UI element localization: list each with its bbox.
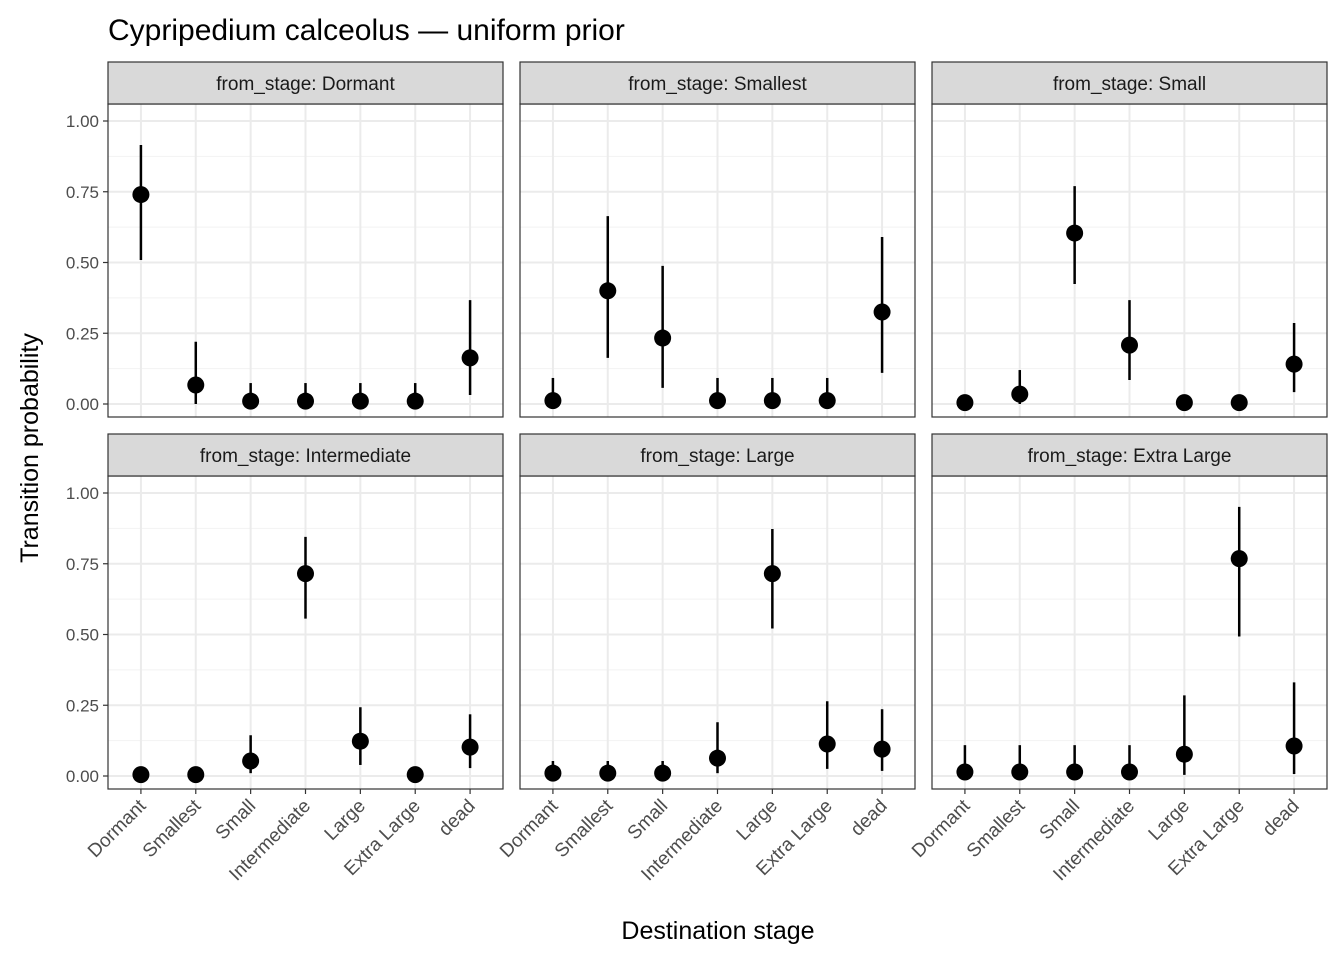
y-tick-label: 0.75 xyxy=(66,555,99,574)
y-axis-label: Transition probability xyxy=(16,333,44,563)
x-tick-label: Smallest xyxy=(551,795,618,862)
data-point xyxy=(1011,385,1029,403)
data-point xyxy=(1121,763,1138,781)
data-point xyxy=(1285,737,1303,755)
strip-label: from_stage: Smallest xyxy=(628,74,807,95)
y-tick-label: 0.00 xyxy=(66,767,99,786)
data-point xyxy=(461,738,479,756)
data-point xyxy=(1066,224,1084,242)
data-point xyxy=(1230,550,1248,568)
data-point xyxy=(461,349,479,367)
x-axis-label: Destination stage xyxy=(621,917,814,945)
data-point xyxy=(242,752,260,770)
facet-panel: from_stage: Smallest xyxy=(519,61,916,418)
x-tick-label: Dormant xyxy=(908,795,975,862)
data-point xyxy=(1175,394,1193,412)
data-point xyxy=(1175,745,1193,763)
data-point xyxy=(763,565,781,583)
data-point xyxy=(351,732,369,750)
data-point xyxy=(1285,355,1303,373)
data-point xyxy=(763,392,781,410)
data-point xyxy=(132,186,150,204)
x-tick-label: Small xyxy=(1036,796,1084,844)
strip-background xyxy=(107,433,504,477)
data-point xyxy=(709,749,726,767)
strip-background xyxy=(519,433,916,477)
data-point xyxy=(406,766,424,784)
data-point xyxy=(873,303,891,321)
y-tick-label: 0.75 xyxy=(66,183,99,202)
strip-label: from_stage: Dormant xyxy=(216,74,395,95)
data-point xyxy=(132,766,150,784)
data-point xyxy=(187,766,205,784)
strip-background xyxy=(931,433,1328,477)
facet-panel: from_stage: Intermediate 0.00 0.25 0.50 0.75… xyxy=(66,433,504,885)
strip-background xyxy=(931,61,1328,105)
x-tick-label: Smallest xyxy=(139,795,206,862)
data-point xyxy=(599,764,617,782)
y-tick-label: 0.00 xyxy=(66,395,99,414)
x-tick-label: dead xyxy=(847,796,892,841)
data-point xyxy=(654,764,672,782)
x-tick-label: Large xyxy=(1145,796,1194,845)
data-point xyxy=(297,392,314,410)
strip-label: from_stage: Large xyxy=(640,446,794,467)
data-point xyxy=(654,329,672,347)
x-tick-label: Dormant xyxy=(496,795,563,862)
data-point xyxy=(709,392,726,410)
strip-label: from_stage: Extra Large xyxy=(1028,446,1232,467)
x-tick-label: dead xyxy=(435,796,480,841)
data-point xyxy=(956,394,974,412)
x-tick-label: Dormant xyxy=(84,795,151,862)
y-tick-label: 0.50 xyxy=(66,626,99,645)
y-tick-label: 1.00 xyxy=(66,484,99,503)
data-point xyxy=(1121,336,1138,354)
data-point xyxy=(544,392,562,410)
facet-panel: from_stage: Dormant 0.00 0.25 0.50 0.75 1.00 xyxy=(66,61,504,418)
y-tick-label: 0.25 xyxy=(66,324,99,343)
data-point xyxy=(242,392,260,410)
x-tick-label: Large xyxy=(733,796,782,845)
data-point xyxy=(873,740,891,758)
data-point xyxy=(1066,763,1084,781)
facet-panel: from_stage: Small xyxy=(931,61,1328,418)
strip-label: from_stage: Small xyxy=(1053,74,1206,95)
data-point xyxy=(956,763,974,781)
strip-background xyxy=(107,61,504,105)
data-point xyxy=(544,764,562,782)
y-tick-label: 0.25 xyxy=(66,696,99,715)
data-point xyxy=(406,392,424,410)
x-tick-label: Small xyxy=(624,796,672,844)
strip-label: from_stage: Intermediate xyxy=(200,446,411,467)
data-point xyxy=(187,376,205,394)
data-point xyxy=(818,392,836,410)
data-point xyxy=(351,392,369,410)
x-tick-label: Smallest xyxy=(963,795,1030,862)
strip-background xyxy=(519,61,916,105)
y-tick-label: 1.00 xyxy=(66,112,99,131)
x-tick-label: Large xyxy=(321,796,370,845)
data-point xyxy=(599,282,617,300)
x-tick-label: dead xyxy=(1259,796,1304,841)
chart-title: Cypripedium calceolus — uniform prior xyxy=(108,14,625,47)
y-tick-label: 0.50 xyxy=(66,254,99,273)
data-point xyxy=(818,735,836,753)
x-tick-label: Small xyxy=(212,796,260,844)
data-point xyxy=(1011,763,1029,781)
data-point xyxy=(1230,394,1248,412)
data-point xyxy=(297,565,314,583)
